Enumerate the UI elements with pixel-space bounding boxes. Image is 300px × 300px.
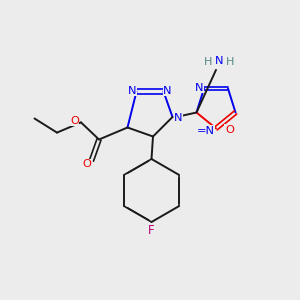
Text: N: N <box>128 86 137 96</box>
Text: N: N <box>174 112 183 123</box>
Text: O: O <box>70 116 79 126</box>
Text: O: O <box>225 125 234 135</box>
Text: N: N <box>195 83 203 93</box>
Text: =N: =N <box>196 126 214 136</box>
Text: O: O <box>82 159 91 169</box>
Text: N: N <box>163 86 172 96</box>
Text: H: H <box>226 57 234 68</box>
Text: H: H <box>204 57 212 68</box>
Text: F: F <box>148 224 155 237</box>
Text: N: N <box>215 56 223 66</box>
